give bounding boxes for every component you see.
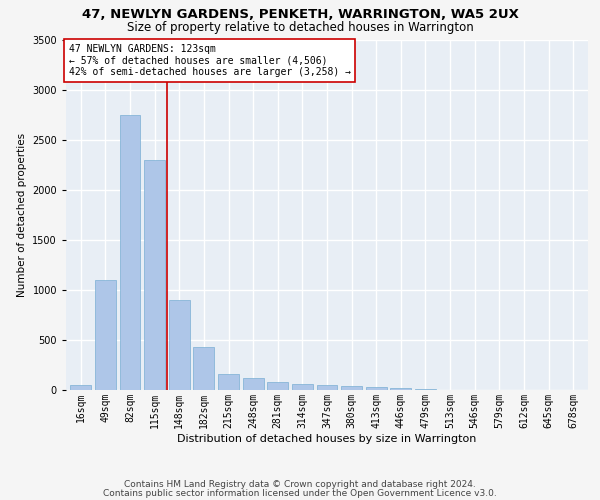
Bar (317, 385, 337, 390)
Y-axis label: Number of detached properties: Number of detached properties (17, 133, 26, 297)
Bar (366, 387, 387, 390)
Text: 47, NEWLYN GARDENS, PENKETH, WARRINGTON, WA5 2UX: 47, NEWLYN GARDENS, PENKETH, WARRINGTON,… (82, 8, 518, 20)
Bar (267, 382, 288, 390)
Bar (415, 389, 436, 390)
Bar (119, 115, 140, 390)
Bar (95, 280, 116, 390)
Bar (193, 347, 214, 390)
Bar (144, 160, 165, 390)
Bar (391, 388, 412, 390)
Text: Contains public sector information licensed under the Open Government Licence v3: Contains public sector information licen… (103, 488, 497, 498)
X-axis label: Distribution of detached houses by size in Warrington: Distribution of detached houses by size … (178, 434, 476, 444)
Bar (70, 385, 91, 390)
Text: Size of property relative to detached houses in Warrington: Size of property relative to detached ho… (127, 22, 473, 35)
Bar (169, 300, 190, 390)
Bar (242, 378, 263, 390)
Bar (218, 374, 239, 390)
Bar (292, 384, 313, 390)
Bar (341, 386, 362, 390)
Text: Contains HM Land Registry data © Crown copyright and database right 2024.: Contains HM Land Registry data © Crown c… (124, 480, 476, 489)
Text: 47 NEWLYN GARDENS: 123sqm
← 57% of detached houses are smaller (4,506)
42% of se: 47 NEWLYN GARDENS: 123sqm ← 57% of detac… (68, 44, 350, 76)
